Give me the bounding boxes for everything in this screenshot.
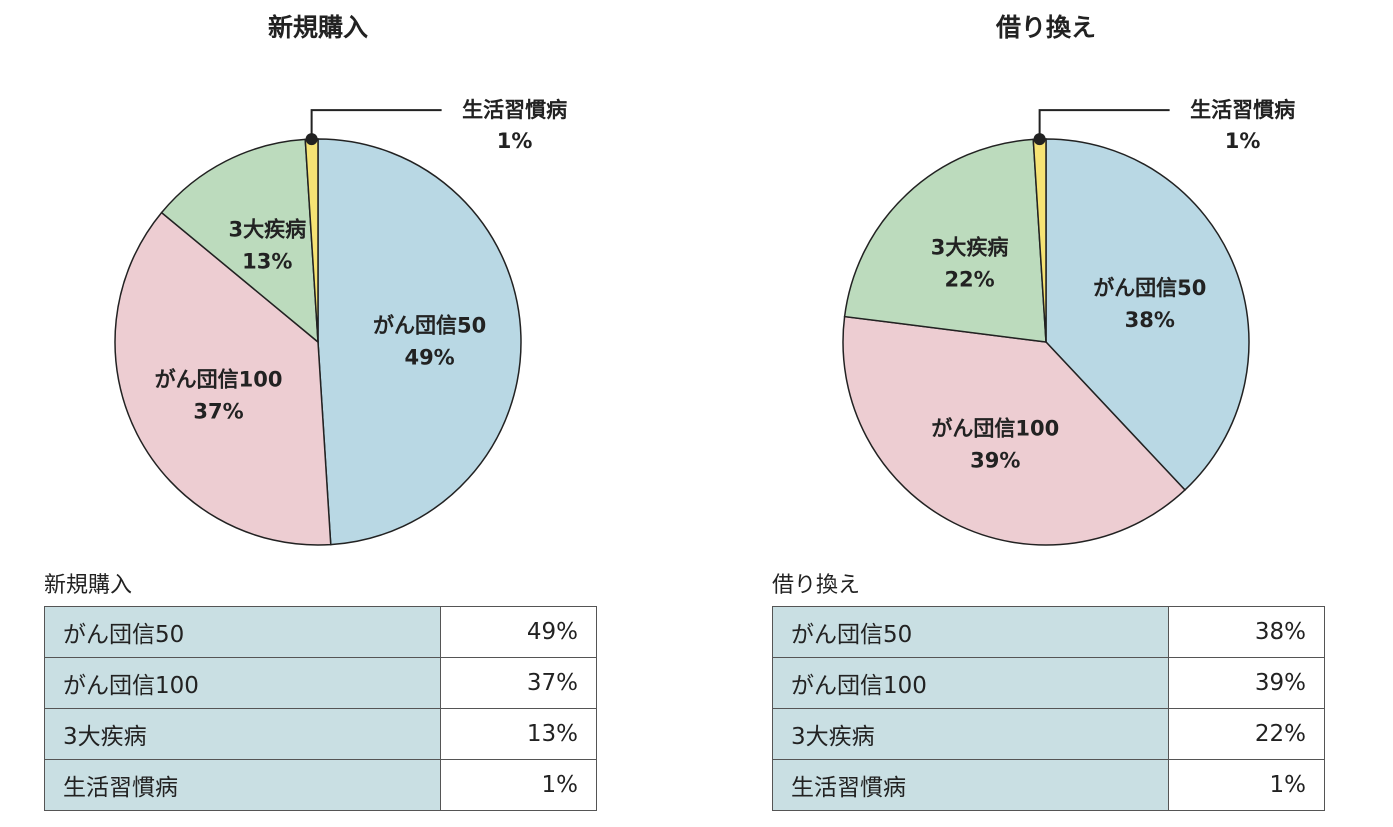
- table-cell-name: がん団信100: [772, 657, 1169, 709]
- table-cell-name: 3大疾病: [44, 708, 441, 760]
- table-cell-value: 37%: [440, 657, 597, 709]
- table-caption: 借り換え: [772, 573, 861, 598]
- table-cell-value: 13%: [440, 708, 597, 760]
- pie-slice: [160, 138, 319, 344]
- slice-label: 生活習慣病: [462, 98, 567, 122]
- table-row: 生活習慣病 1%: [772, 759, 1325, 811]
- pie-slice: [843, 138, 1047, 343]
- data-table-new-purchase: がん団信50 49% がん団信100 37% 3大疾病 13% 生活習慣病 1%: [44, 606, 597, 811]
- slice-label: がん団信50: [1093, 276, 1206, 300]
- slice-percent-label: 13%: [242, 250, 292, 274]
- chart-title: 新規購入: [267, 13, 368, 42]
- table-cell-name: 生活習慣病: [44, 759, 441, 811]
- chart-panel-refinance: 借り換え がん団信50 38% がん団信100 39% 3大疾病 22% 生活習慣病 1% 借…: [728, 0, 1348, 827]
- slice-percent-label: 38%: [1125, 308, 1175, 332]
- table-cell-name: がん団信100: [44, 657, 441, 709]
- callout-dot: [1033, 133, 1046, 146]
- slice-label: 3大疾病: [931, 236, 1009, 260]
- slice-label: がん団信100: [155, 368, 283, 392]
- table-cell-value: 49%: [440, 606, 597, 658]
- slice-percent-label: 22%: [944, 268, 994, 292]
- table-row: がん団信50 49%: [44, 606, 597, 658]
- slice-label: 生活習慣病: [1190, 98, 1295, 122]
- slice-percent-label: 1%: [1225, 129, 1261, 153]
- table-row: がん団信100 37%: [44, 657, 597, 709]
- pie-slice: [114, 211, 332, 546]
- slice-label: がん団信50: [373, 313, 486, 337]
- table-row: がん団信100 39%: [772, 657, 1325, 709]
- table-cell-name: がん団信50: [772, 606, 1169, 658]
- table-cell-value: 38%: [1168, 606, 1325, 658]
- table-cell-value: 22%: [1168, 708, 1325, 760]
- table-cell-value: 1%: [1168, 759, 1325, 811]
- callout-dot: [305, 133, 318, 146]
- pie-slice: [317, 138, 522, 546]
- table-cell-name: 3大疾病: [772, 708, 1169, 760]
- slice-percent-label: 1%: [497, 129, 533, 153]
- slice-percent-label: 39%: [970, 448, 1020, 472]
- table-row: 3大疾病 13%: [44, 708, 597, 760]
- table-caption: 新規購入: [44, 573, 133, 598]
- table-row: 3大疾病 22%: [772, 708, 1325, 760]
- pie-slices: [842, 138, 1250, 546]
- chart-panel-new-purchase: 新規購入 がん団信50 49% がん団信100 37% 3大疾病 13% 生活習慣病 1% 新…: [0, 0, 620, 827]
- slice-percent-label: 37%: [193, 400, 243, 424]
- slice-percent-label: 49%: [404, 345, 454, 369]
- pie-slices: [114, 138, 522, 546]
- pie-chart-refinance: がん団信50 38% がん団信100 39% 3大疾病 22% 生活習慣病 1%: [842, 98, 1295, 546]
- callout-line: [310, 109, 442, 140]
- table-row: がん団信50 38%: [772, 606, 1325, 658]
- data-table-refinance: がん団信50 38% がん団信100 39% 3大疾病 22% 生活習慣病 1%: [772, 606, 1325, 811]
- table-row: 生活習慣病 1%: [44, 759, 597, 811]
- table-cell-name: 生活習慣病: [772, 759, 1169, 811]
- table-cell-name: がん団信50: [44, 606, 441, 658]
- slice-label: 3大疾病: [228, 218, 306, 242]
- pie-slice: [1045, 138, 1250, 492]
- chart-title: 借り換え: [995, 13, 1096, 42]
- table-cell-value: 1%: [440, 759, 597, 811]
- pie-chart-new-purchase: がん団信50 49% がん団信100 37% 3大疾病 13% 生活習慣病 1%: [114, 98, 567, 546]
- callout-line: [1038, 109, 1170, 140]
- slice-label: がん団信100: [931, 416, 1059, 440]
- table-cell-value: 39%: [1168, 657, 1325, 709]
- pie-slice: [842, 315, 1187, 546]
